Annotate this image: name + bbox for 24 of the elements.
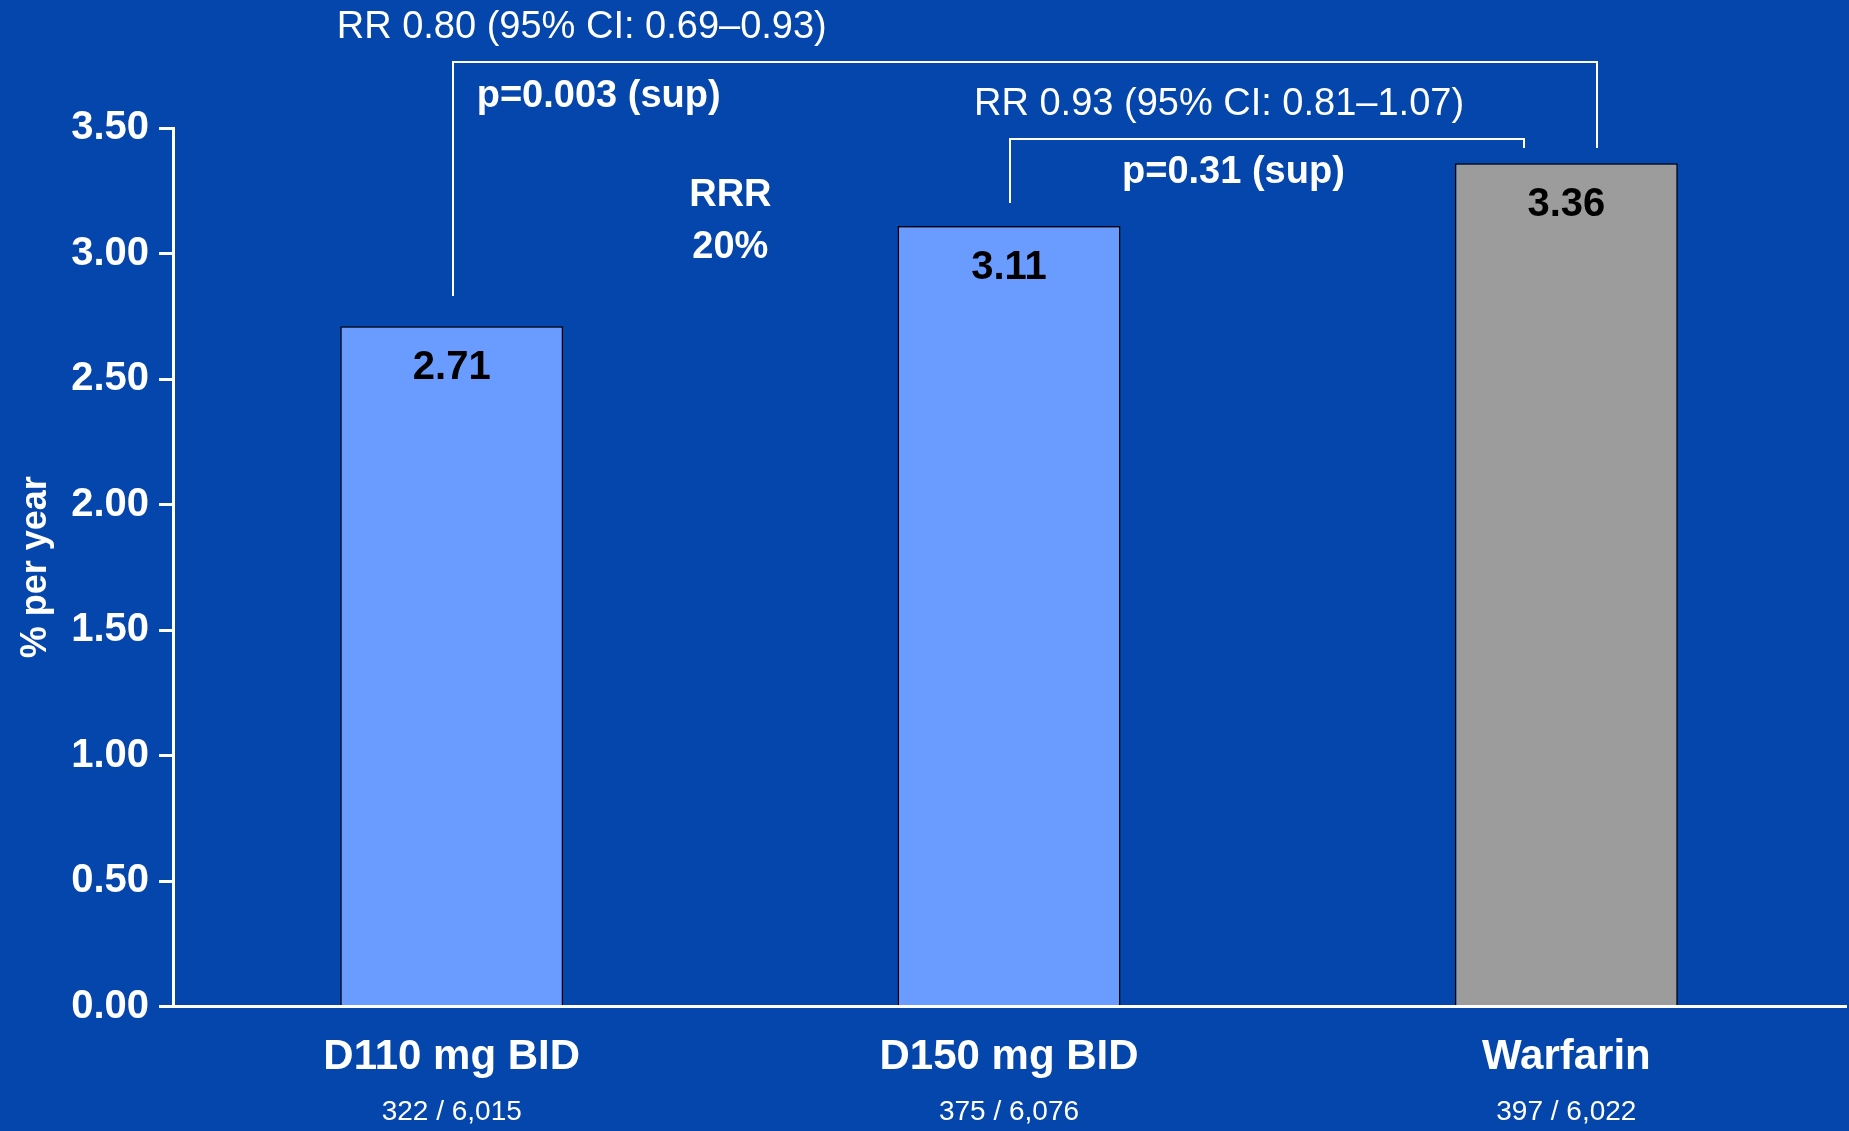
y-tick-label: 1.50 [71,605,150,650]
text: RR 0.80 (95% CI: 0.69–0.93) [336,4,827,47]
x-tick-label: D150 mg BID [879,1031,1139,1079]
data-label: 3.11 [971,242,1047,287]
y-axis-title: % per year [12,476,54,659]
annotation: RRR [689,172,772,215]
y-tick-label: 0.50 [71,856,150,901]
text: RR 0.93 (95% CI: 0.81–1.07) [974,81,1465,124]
x-tick-label: Warfarin [1481,1031,1651,1079]
text: 375 / 6,076 [938,1094,1080,1126]
annotation: 20% [692,224,769,267]
y-tick-label: 1.00 [71,730,150,775]
data-label: 3.36 [1527,180,1606,225]
text: 322 / 6,015 [381,1094,522,1126]
x-tick-label: D110 mg BID [323,1031,581,1079]
y-tick-label: 3.50 [71,103,150,148]
annotation: p=0.31 (sup) [1122,149,1345,192]
text: p=0.003 (sup) [476,73,721,116]
data-label: 2.71 [412,343,491,388]
y-tick-label: 3.00 [71,228,150,273]
text: 397 / 6,022 [1496,1094,1637,1126]
y-tick-label: 2.50 [71,354,150,399]
y-tick-label: 2.00 [71,479,150,524]
y-tick-label: 0.00 [71,981,150,1026]
